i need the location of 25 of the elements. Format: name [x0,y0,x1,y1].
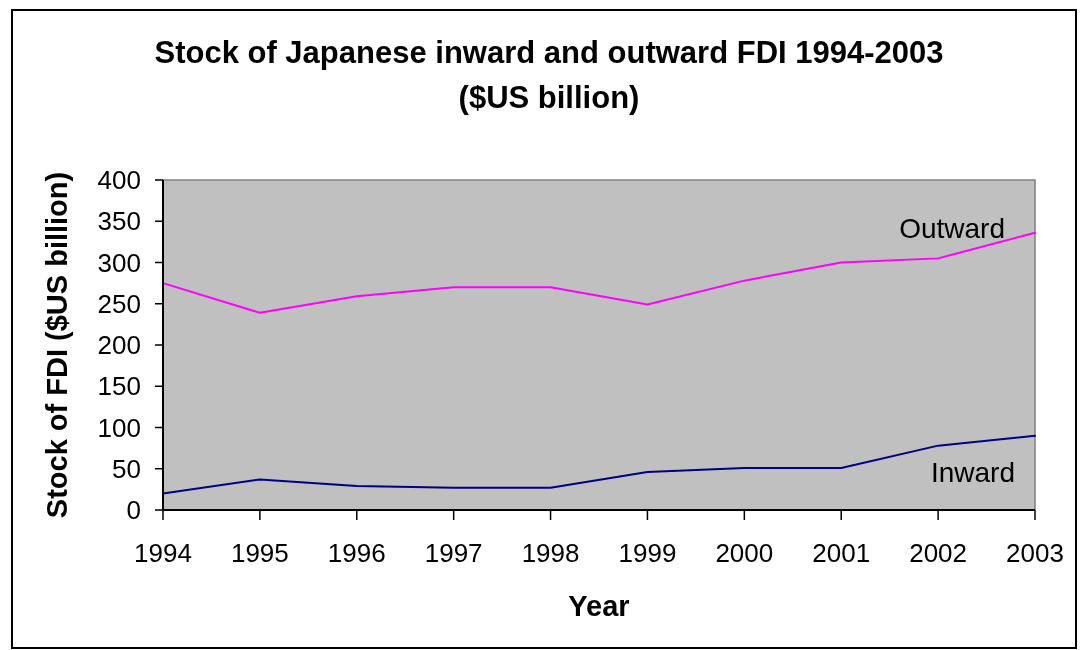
y-tick-label: 100 [97,412,141,443]
x-tick-label: 1997 [424,538,483,568]
y-tick-label: 50 [112,453,141,484]
y-tick-label: 150 [97,371,141,402]
x-tick-label: 2001 [812,538,871,568]
y-tick-label: 300 [97,247,141,278]
series-label: Inward [930,456,1015,488]
x-tick-label: 2000 [715,538,774,568]
y-tick-label: 0 [126,495,141,526]
x-tick-label: 2003 [1006,538,1064,568]
chart-title: Stock of Japanese inward and outward FDI 1994-2003 ($US billion) [154,35,944,115]
x-tick-label: 1995 [230,538,289,568]
x-tick-label: 1994 [134,538,192,568]
x-tick-label: 1998 [521,538,580,568]
x-tick-label: 1996 [327,538,386,568]
series-label: Outward [899,212,1005,244]
line-series [162,434,1036,495]
x-tick-label: 2002 [909,538,968,568]
x-axis-title: Year [568,590,630,622]
x-tick-label: 1999 [618,538,677,568]
y-tick-label: 350 [97,206,141,237]
y-tick-label: 250 [97,288,141,319]
y-axis-title: Stock of FDI ($US billion) [41,171,73,519]
y-tick-label: 200 [97,330,141,361]
y-tick-label: 400 [97,165,141,196]
